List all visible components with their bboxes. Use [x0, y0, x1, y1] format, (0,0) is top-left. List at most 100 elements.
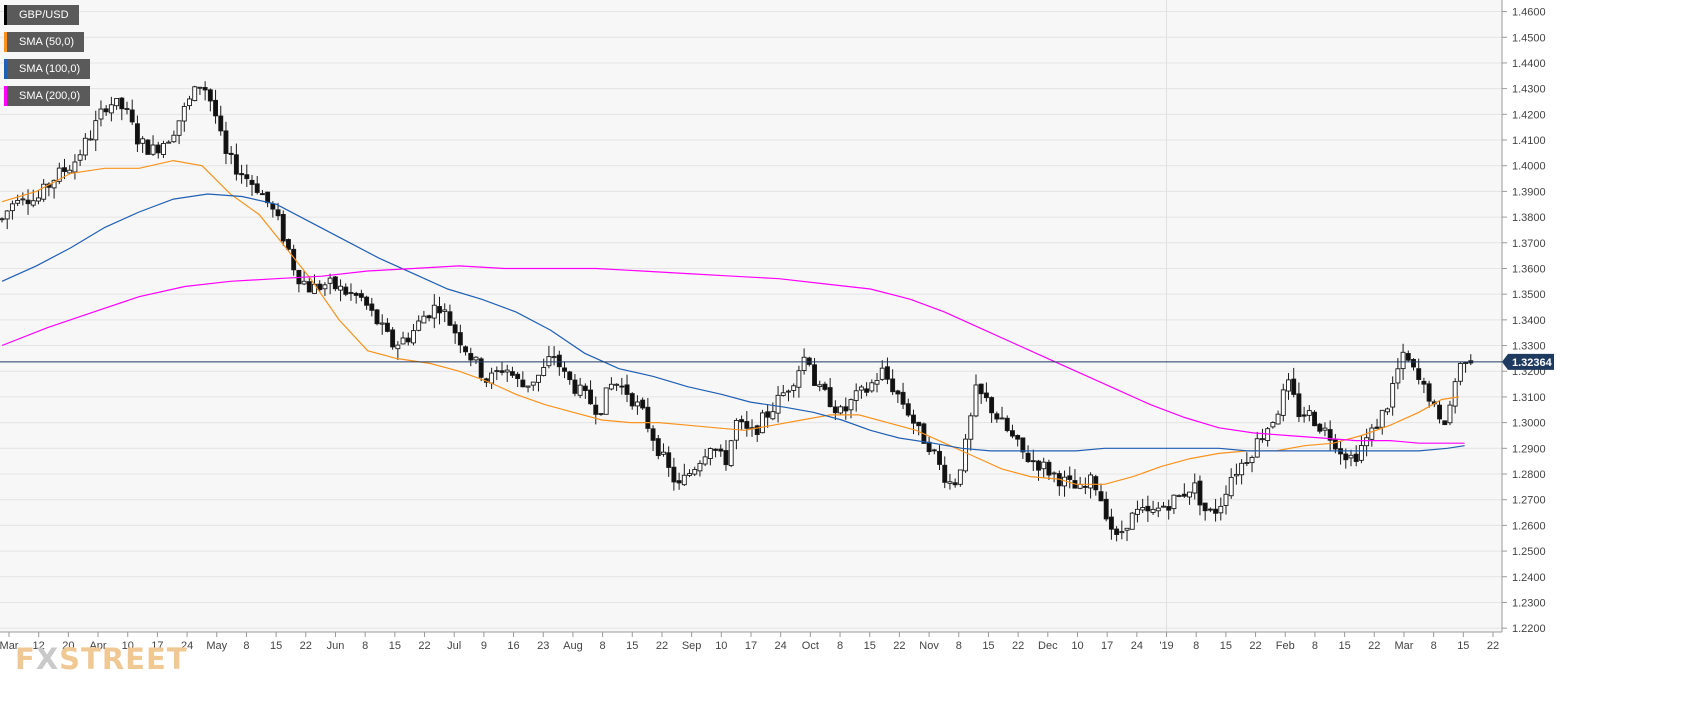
candle-down	[1036, 460, 1041, 471]
y-tick-label: 1.3700	[1512, 238, 1546, 250]
candle-down	[895, 390, 901, 395]
candle-up	[1088, 474, 1094, 489]
x-tick-label: 24	[181, 640, 193, 652]
candle-up	[192, 86, 198, 102]
x-tick-label: 16	[507, 640, 519, 652]
x-tick-label: 15	[864, 640, 876, 652]
legend-label-sma50: SMA (50,0)	[7, 32, 85, 52]
candle-up	[82, 137, 88, 156]
y-tick-label: 1.2400	[1512, 572, 1546, 584]
y-tick-label: 1.4300	[1512, 84, 1546, 96]
candle-up	[999, 417, 1005, 420]
x-tick-label: 8	[243, 640, 249, 652]
candle-up	[187, 98, 192, 107]
legend-item-sma100[interactable]: SMA (100,0)	[4, 59, 91, 79]
candle-down	[884, 366, 890, 380]
x-tick-label: 8	[1193, 640, 1199, 652]
candle-down	[213, 99, 218, 117]
candle-up	[421, 315, 427, 324]
candle-down	[864, 388, 870, 393]
candle-down	[129, 109, 135, 123]
candle-up	[796, 370, 802, 388]
candle-down	[822, 383, 828, 390]
candle-up	[15, 199, 21, 204]
candle-up	[9, 203, 15, 212]
legend-swatch-sma100	[4, 59, 7, 79]
candle-up	[681, 474, 687, 486]
candle-down	[218, 115, 224, 132]
candle-down	[1015, 435, 1021, 440]
candle-up	[801, 356, 807, 371]
candle-up	[1171, 494, 1177, 510]
candle-up	[67, 169, 73, 174]
candle-down	[655, 438, 661, 457]
legend-item-gbpusd[interactable]: GBP/USD	[4, 5, 90, 25]
candle-up	[661, 451, 666, 455]
candle-down	[457, 332, 463, 346]
candle-up	[1260, 438, 1265, 441]
x-tick-label: 15	[1457, 640, 1469, 652]
candle-up	[98, 108, 104, 120]
candle-down	[1145, 505, 1151, 512]
candle-up	[817, 384, 823, 388]
candle-down	[145, 139, 151, 155]
candle-up	[51, 179, 57, 189]
y-tick-label: 1.3800	[1512, 212, 1546, 224]
candle-down	[640, 399, 646, 409]
candle-up	[108, 104, 114, 114]
candle-up	[181, 105, 187, 122]
candle-down	[1332, 439, 1338, 450]
candle-up	[161, 143, 166, 155]
candle-down	[624, 384, 630, 395]
candle-down	[1411, 358, 1416, 368]
y-tick-label: 1.3500	[1512, 289, 1546, 301]
candle-down	[812, 364, 817, 386]
candle-up	[1395, 368, 1401, 384]
candle-down	[1009, 430, 1015, 437]
candle-up	[614, 383, 620, 386]
logo-x: X	[35, 642, 60, 676]
x-tick-label: 22	[1249, 640, 1261, 652]
x-tick-label: 17	[1101, 640, 1113, 652]
y-tick-label: 1.4200	[1512, 109, 1546, 121]
candle-down	[1405, 353, 1411, 361]
candle-up	[1187, 491, 1192, 498]
x-tick-label: Sep	[682, 640, 702, 652]
candle-down	[306, 281, 312, 293]
candle-down	[582, 385, 588, 392]
candle-up	[869, 382, 875, 392]
candle-down	[1327, 429, 1333, 441]
x-tick-label: Apr	[89, 640, 106, 652]
candle-up	[504, 369, 510, 373]
candle-up	[1457, 362, 1463, 382]
x-tick-label: 23	[537, 640, 549, 652]
candle-down	[223, 130, 229, 154]
legend: GBP/USD SMA (50,0) SMA (100,0) SMA (200,…	[4, 5, 91, 113]
candle-down	[806, 357, 812, 365]
candle-up	[634, 401, 640, 407]
candle-up	[530, 381, 536, 386]
candle-down	[1213, 508, 1219, 514]
candle-down	[134, 123, 140, 145]
candle-up	[1041, 461, 1047, 470]
candle-down	[832, 406, 838, 414]
legend-item-sma200[interactable]: SMA (200,0)	[4, 86, 91, 106]
candle-up	[1119, 531, 1125, 534]
candle-down	[463, 346, 469, 353]
candle-up	[379, 322, 385, 325]
candle-up	[400, 337, 406, 345]
candle-up	[1322, 427, 1328, 431]
candle-down	[1025, 452, 1031, 463]
candle-down	[556, 354, 562, 368]
candle-up	[1364, 437, 1370, 447]
candle-up	[411, 330, 416, 344]
candle-down	[317, 283, 323, 291]
candle-up	[489, 372, 495, 384]
candle-down	[119, 97, 125, 110]
x-tick-label: 24	[1131, 640, 1143, 652]
candle-up	[1233, 473, 1239, 477]
candle-down	[447, 311, 453, 326]
legend-item-sma50[interactable]: SMA (50,0)	[4, 32, 90, 52]
candle-up	[1306, 410, 1312, 416]
